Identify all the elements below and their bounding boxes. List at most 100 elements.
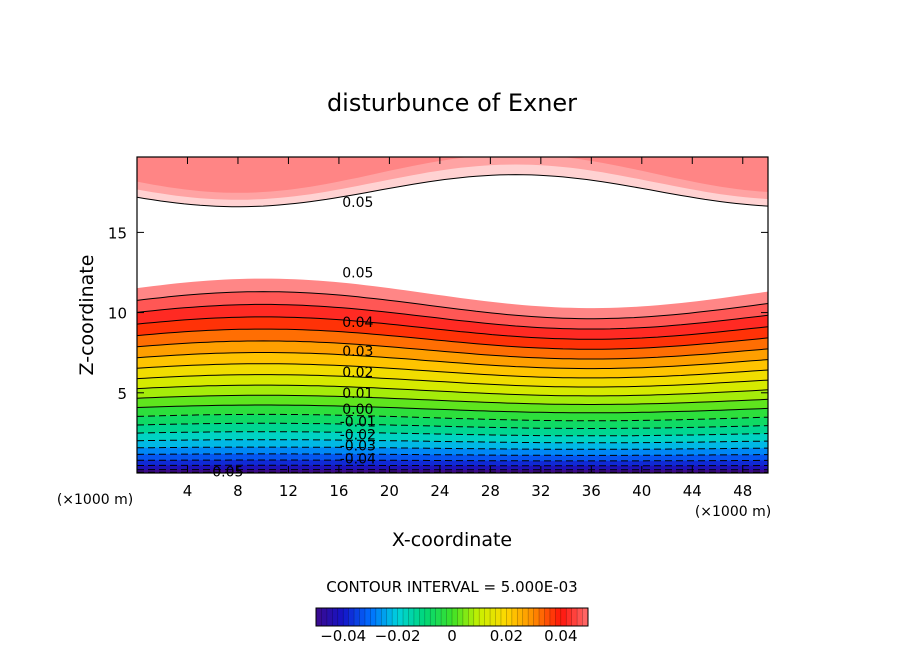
x-tick-label: 8 [233, 482, 243, 500]
colorbar-cell [321, 608, 328, 626]
contour-line [137, 464, 768, 467]
x-axis-ticks: 4 8 12 16 20 24 28 32 36 40 44 48 [183, 157, 752, 500]
colorbar-cell [452, 608, 458, 626]
colorbar-cell [348, 608, 355, 626]
contour-line [137, 459, 768, 462]
contour-line [137, 431, 768, 437]
colorbar-cell [490, 608, 496, 626]
contour-label: -0.03 [340, 439, 376, 455]
x-tick-label: 4 [183, 482, 193, 500]
contour-line [137, 316, 768, 340]
colorbar-cell [468, 608, 475, 626]
y-tick-label: 5 [117, 385, 127, 403]
x-axis-label: X-coordinate [392, 529, 512, 551]
x-tick-label: 36 [582, 482, 601, 500]
contour-label: 0.01 [342, 386, 373, 402]
contour-fill-bands [137, 157, 768, 473]
colorbar-cell [392, 608, 398, 626]
contour-label: 0.02 [342, 365, 373, 381]
contour-line [137, 352, 768, 370]
colorbar-cell [566, 608, 572, 626]
x-tick-label: 20 [380, 482, 399, 500]
colorbar-cell [375, 608, 382, 626]
colorbar-cell [560, 608, 567, 626]
fill-band [137, 157, 768, 193]
contour-label: -0.04 [340, 452, 376, 468]
colorbar-cell [511, 608, 518, 626]
colorbar-cell [522, 608, 529, 626]
contour-line [137, 439, 768, 444]
x-tick-label: 48 [733, 482, 752, 500]
plot-frame [136, 156, 769, 474]
colorbar-cell [408, 608, 415, 626]
x-tick-label: 40 [632, 482, 651, 500]
colorbar-tick-label: 0 [447, 627, 457, 645]
colorbar-cell [582, 608, 589, 626]
colorbar-cell [354, 608, 360, 626]
colorbar-tick-label: 0.02 [490, 627, 523, 645]
contour-line [137, 446, 768, 450]
contour-line [137, 413, 768, 422]
contour-line [137, 291, 768, 320]
contour-label: 0.05 [342, 195, 373, 211]
colorbar-cell [539, 608, 545, 626]
contour-line [137, 404, 768, 414]
contour-lines [137, 174, 768, 473]
colorbar-cell [479, 608, 485, 626]
contour-line [137, 374, 768, 388]
colorbar-cell [577, 608, 583, 626]
contour-line [137, 363, 768, 379]
contour-line [137, 328, 768, 350]
chart-title: disturbunce of Exner [327, 89, 577, 117]
colorbar-cell [506, 608, 513, 626]
colorbar-tick-label: −0.04 [320, 627, 366, 645]
colorbar-cell [343, 608, 349, 626]
colorbar-cell [430, 608, 436, 626]
colorbar-cell [332, 608, 339, 626]
colorbar-cell [435, 608, 442, 626]
colorbar-cell [462, 608, 469, 626]
contour-line [137, 340, 768, 360]
x-tick-label: 28 [481, 482, 500, 500]
colorbar-cell [424, 608, 431, 626]
x-tick-label: 24 [430, 482, 449, 500]
x-tick-label: 32 [531, 482, 550, 500]
contour-line [137, 384, 768, 397]
colorbar-cell [473, 608, 480, 626]
colorbar-cell [403, 608, 409, 626]
contour-label: 0.03 [342, 344, 373, 360]
contour-label: -0.01 [340, 415, 376, 431]
x-tick-label: 12 [279, 482, 298, 500]
colorbar-cell [386, 608, 393, 626]
colorbar-cell [555, 608, 562, 626]
colorbar-ticks: −0.04 −0.02 0 0.02 0.04 [320, 627, 577, 645]
colorbar-cell [446, 608, 453, 626]
contour-label: -0.02 [340, 428, 376, 444]
contour-interval-text: CONTOUR INTERVAL = 5.000E-03 [326, 578, 577, 596]
colorbar-cell [359, 608, 366, 626]
y-axis-ticks: 5 10 15 [108, 224, 768, 403]
colorbar-cell [484, 608, 491, 626]
contour-label: 0.05 [342, 265, 373, 281]
colorbar-cell [419, 608, 426, 626]
contour-line [137, 394, 768, 405]
contour-line [137, 453, 768, 456]
x-tick-label: 16 [329, 482, 348, 500]
colorbar-cell [549, 608, 556, 626]
colorbar-cell [500, 608, 507, 626]
x-tick-label: 44 [683, 482, 702, 500]
contour-label: 0.04 [342, 315, 373, 331]
colorbar-cell [337, 608, 344, 626]
colorbar-tick-label: 0.04 [544, 627, 577, 645]
colorbar-cell [571, 608, 578, 626]
y-tick-label: 10 [108, 305, 127, 323]
colorbar-cell [495, 608, 502, 626]
y-tick-label: 15 [108, 224, 127, 242]
colorbar-cell [316, 608, 322, 626]
contour-label: -0.05 [207, 464, 243, 480]
colorbar-cell [533, 608, 540, 626]
contour-line [137, 422, 768, 429]
colorbar-cell [370, 608, 377, 626]
x-unit-label-right: (×1000 m) [695, 504, 771, 520]
